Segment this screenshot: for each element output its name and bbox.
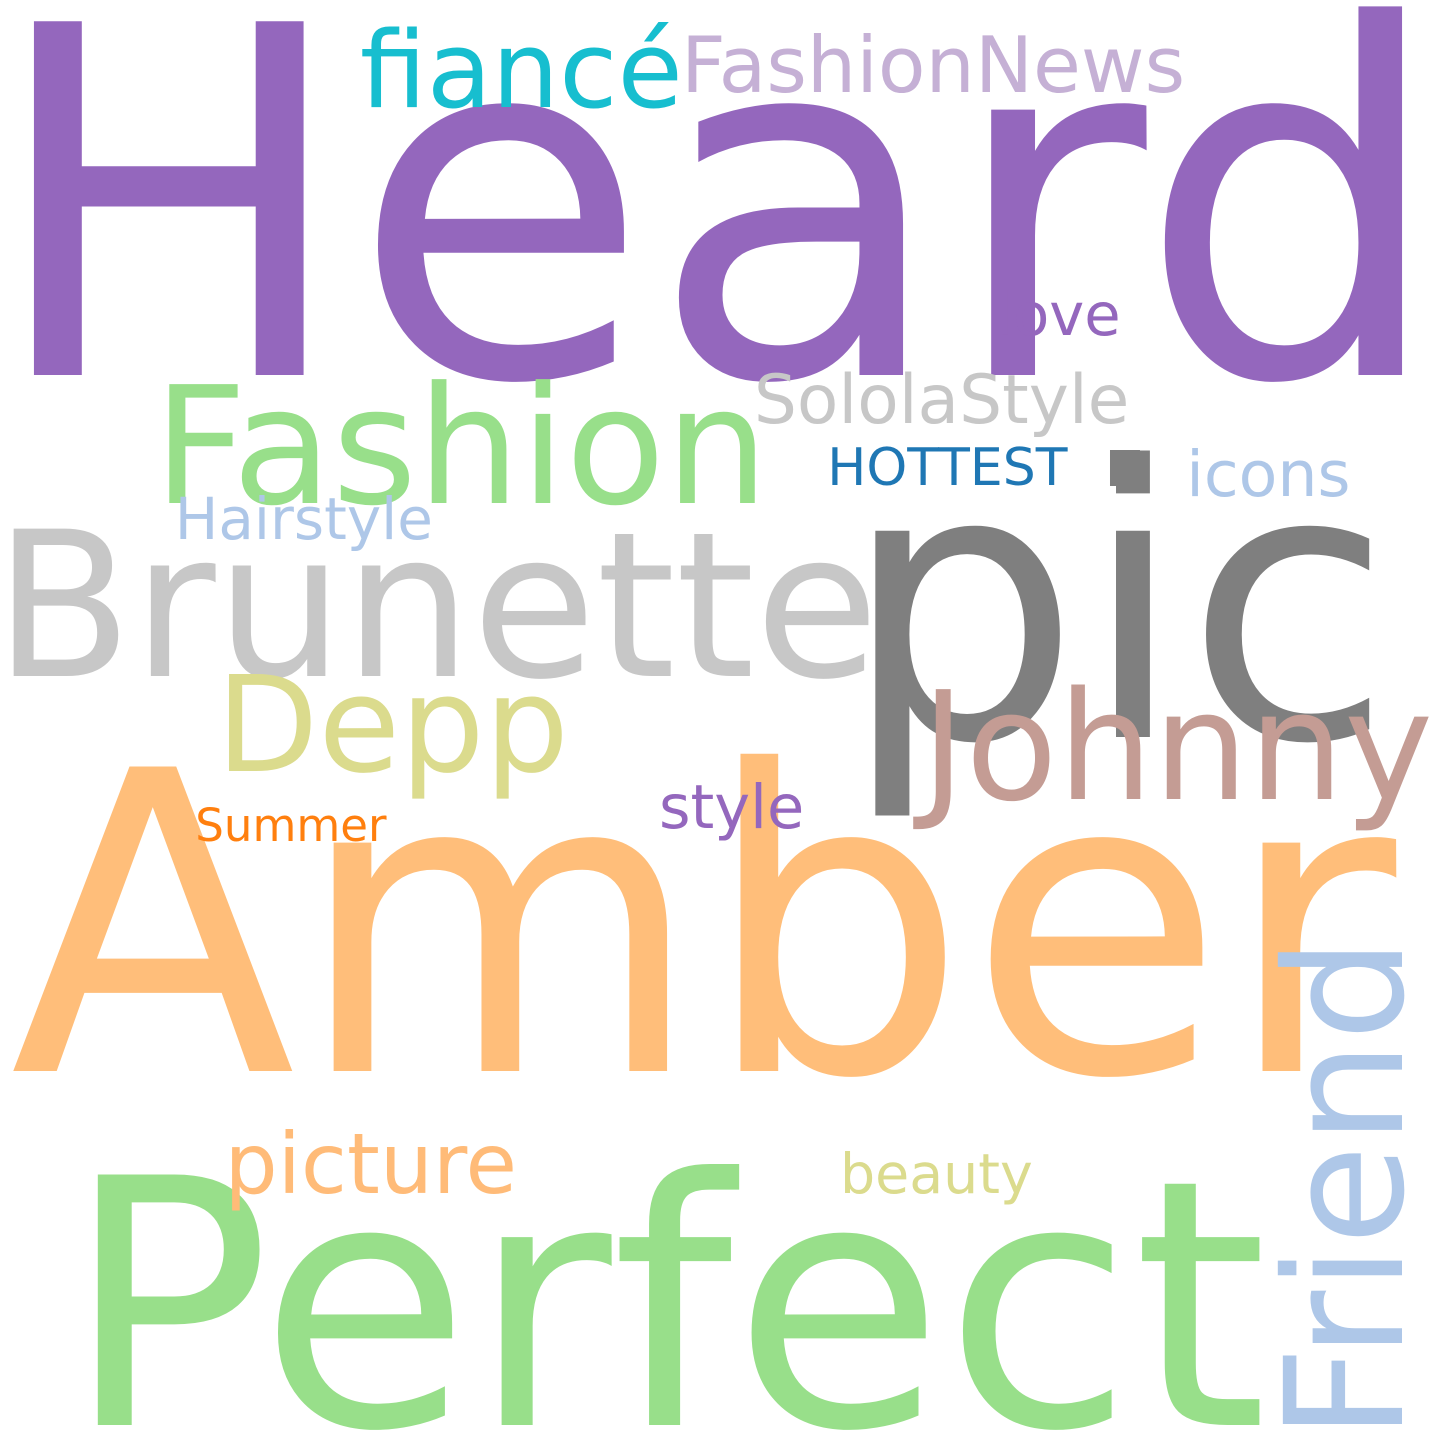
word-fiance: fiancé <box>359 9 683 134</box>
word-dot: · <box>1078 299 1172 639</box>
word-sololastyle: SololaStyle <box>753 360 1130 440</box>
word-picture: picture <box>224 1114 518 1213</box>
word-heard: Heard <box>0 0 1440 491</box>
word-amber: Amber <box>10 684 1397 1171</box>
word-perfect: Perfect <box>64 1106 1268 1440</box>
word-fashionnews: FashionNews <box>681 21 1186 112</box>
word-icons: icons <box>1186 436 1351 511</box>
word-style: style <box>659 772 805 843</box>
word-hairstyle: Hairstyle <box>174 485 433 553</box>
word-hottest: HOTTEST <box>827 438 1068 498</box>
word-love: love <box>996 279 1121 349</box>
word-johnny: Johnny <box>921 659 1434 835</box>
word-depp: Depp <box>216 648 570 803</box>
word-brunette: Brunette <box>0 487 880 724</box>
word-beauty: beauty <box>840 1143 1033 1208</box>
word-summer: Summer <box>195 798 387 852</box>
word-pic: pic <box>841 386 1393 826</box>
word-fashion: Fashion <box>153 353 769 542</box>
word-friend: Friend <box>1249 937 1440 1440</box>
